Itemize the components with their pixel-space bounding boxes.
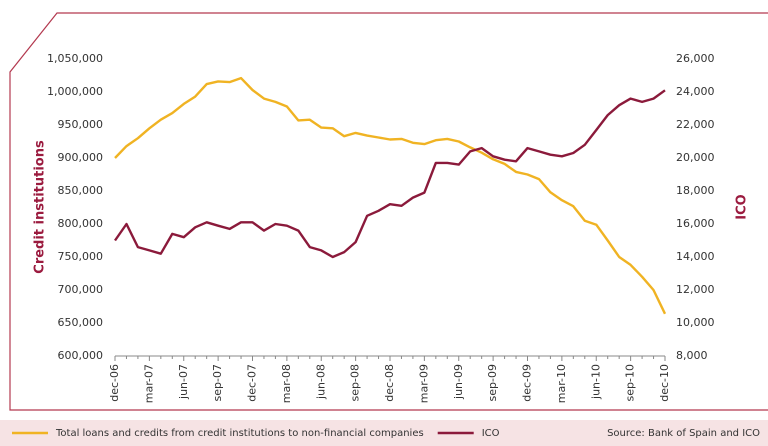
source: Source: Bank of Spain and ICO: [607, 428, 760, 439]
y2-tick-label: 20,000: [676, 151, 715, 164]
y2-axis-title: ICO: [735, 194, 750, 219]
y2-tick-label: 24,000: [676, 85, 715, 98]
y-tick-label: 600,000: [58, 349, 104, 362]
x-tick-label: sep-07: [211, 364, 224, 401]
x-tick-label: dec-10: [658, 364, 671, 402]
x-tick-label: dec-08: [383, 364, 396, 402]
y-tick-label: 900,000: [58, 151, 104, 164]
x-tick-label: sep-09: [486, 364, 499, 401]
y-tick-label: 700,000: [58, 283, 104, 296]
x-tick-label: jun-10: [589, 364, 602, 400]
y-tick-label: 1,050,000: [47, 52, 103, 65]
y2-tick-label: 10,000: [676, 316, 715, 329]
x-tick-label: dec-09: [521, 364, 534, 402]
y2-tick-label: 26,000: [676, 52, 715, 65]
x-tick-label: mar-09: [417, 364, 430, 403]
y2-tick-label: 14,000: [676, 250, 715, 263]
y2-tick-label: 8,000: [676, 349, 708, 362]
series-line: [114, 89, 666, 259]
legend-label: Total loans and credits from credit inst…: [55, 428, 424, 439]
y-tick-label: 650,000: [58, 316, 104, 329]
x-tick-label: mar-08: [280, 364, 293, 403]
y-tick-label: 850,000: [58, 184, 104, 197]
x-tick-label: mar-07: [142, 364, 155, 403]
frame: [9, 12, 768, 411]
x-tick-label: sep-10: [624, 364, 637, 401]
y2-tick-label: 16,000: [676, 217, 715, 230]
x-tick-label: sep-08: [349, 364, 362, 401]
x-tick-label: dec-07: [246, 364, 259, 402]
x-tick-label: jun-08: [314, 364, 327, 400]
series-line: [114, 76, 667, 315]
legend-band: [0, 420, 768, 446]
y-tick-label: 950,000: [58, 118, 104, 131]
legend-label: ICO: [482, 428, 500, 439]
y-tick-label: 800,000: [58, 217, 104, 230]
y2-tick-label: 22,000: [676, 118, 715, 131]
y-tick-label: 1,000,000: [47, 85, 103, 98]
y2-tick-label: 12,000: [676, 283, 715, 296]
y-axis-title: Credit institutions: [33, 140, 48, 274]
x-tick-label: mar-10: [555, 364, 568, 403]
x-tick-label: jun-07: [177, 364, 190, 400]
y2-tick-label: 18,000: [676, 184, 715, 197]
y-tick-label: 750,000: [58, 250, 104, 263]
x-tick-label: dec-06: [108, 364, 121, 402]
x-tick-label: jun-09: [452, 364, 465, 400]
